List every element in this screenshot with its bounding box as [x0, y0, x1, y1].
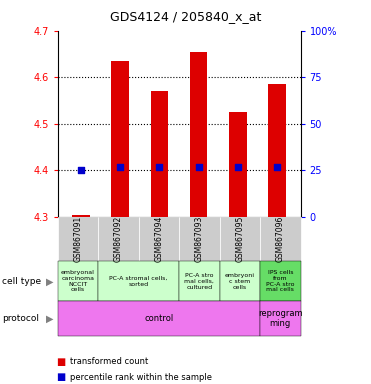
- Point: [274, 164, 280, 170]
- Text: GSM867095: GSM867095: [235, 216, 244, 262]
- Text: transformed count: transformed count: [70, 357, 149, 366]
- Point: [235, 164, 241, 170]
- Text: protocol: protocol: [2, 314, 39, 323]
- Bar: [72, 215, 90, 217]
- Text: ▶: ▶: [46, 314, 54, 324]
- Text: GSM867094: GSM867094: [154, 216, 163, 262]
- Bar: [111, 61, 129, 217]
- Text: PC-A stro
mal cells,
cultured: PC-A stro mal cells, cultured: [184, 273, 214, 290]
- Text: GSM867092: GSM867092: [114, 216, 123, 262]
- Text: embryoni
c stem
cells: embryoni c stem cells: [225, 273, 255, 290]
- Text: PC-A stromal cells,
sorted: PC-A stromal cells, sorted: [109, 276, 168, 287]
- Text: IPS cells
from
PC-A stro
mal cells: IPS cells from PC-A stro mal cells: [266, 270, 295, 293]
- Point: [117, 164, 123, 170]
- Bar: [190, 52, 207, 217]
- Text: ▶: ▶: [46, 276, 54, 286]
- Text: reprogram
ming: reprogram ming: [258, 309, 303, 328]
- Text: ■: ■: [56, 357, 65, 367]
- Text: cell type: cell type: [2, 277, 41, 286]
- Bar: [268, 84, 286, 217]
- Text: embryonal
carcinoma
NCCIT
cells: embryonal carcinoma NCCIT cells: [61, 270, 95, 293]
- Point: [196, 164, 201, 170]
- Text: GSM867091: GSM867091: [73, 216, 82, 262]
- Text: percentile rank within the sample: percentile rank within the sample: [70, 372, 213, 382]
- Point: [78, 167, 84, 174]
- Text: GSM867096: GSM867096: [276, 216, 285, 262]
- Text: GSM867093: GSM867093: [195, 216, 204, 262]
- Bar: [151, 91, 168, 217]
- Point: [157, 164, 162, 170]
- Text: ■: ■: [56, 372, 65, 382]
- Bar: [229, 112, 247, 217]
- Text: control: control: [144, 314, 173, 323]
- Text: GDS4124 / 205840_x_at: GDS4124 / 205840_x_at: [110, 10, 261, 23]
